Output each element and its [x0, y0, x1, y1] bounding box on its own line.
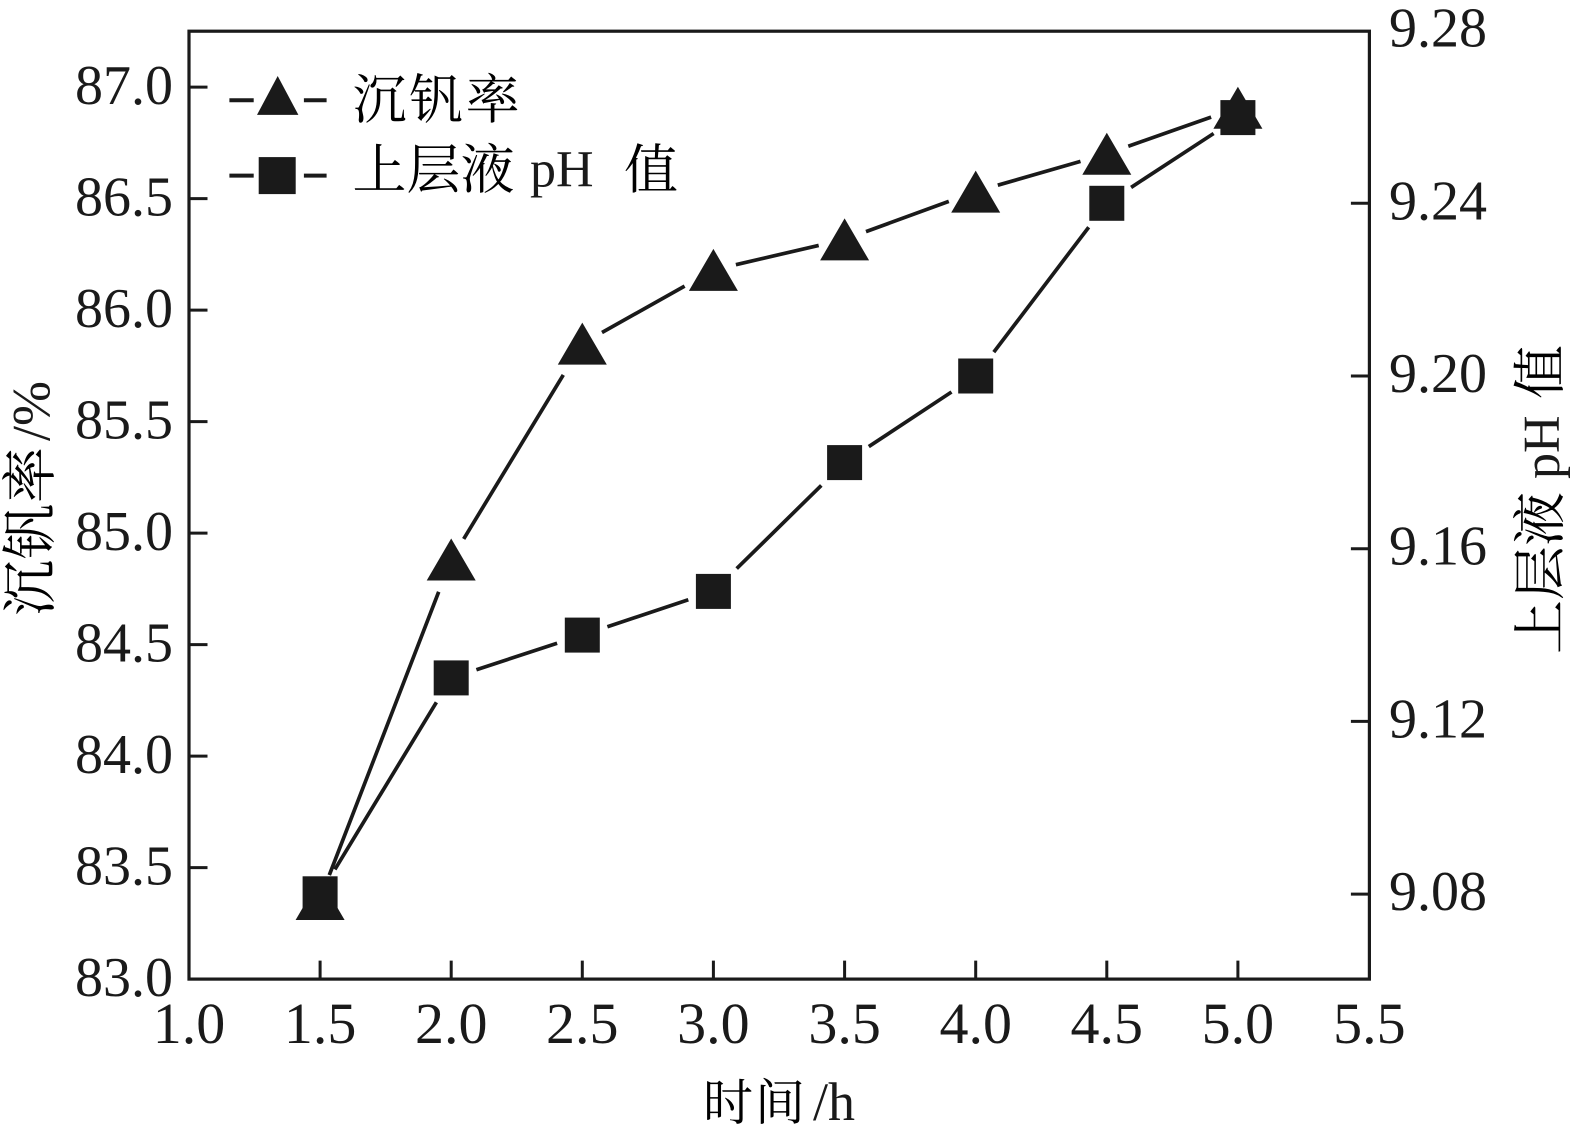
svg-text:9.12: 9.12: [1389, 688, 1487, 750]
svg-text:83.5: 83.5: [75, 836, 173, 898]
svg-text:9.20: 9.20: [1389, 343, 1487, 405]
svg-text:3.5: 3.5: [808, 991, 881, 1056]
svg-text:9.08: 9.08: [1389, 861, 1487, 923]
svg-text:pH: pH: [1514, 415, 1571, 479]
svg-text:/%: /%: [2, 381, 62, 441]
svg-text:84.5: 84.5: [75, 613, 173, 675]
svg-text:4.5: 4.5: [1071, 991, 1144, 1056]
svg-text:84.0: 84.0: [75, 724, 173, 786]
svg-text:87.0: 87.0: [75, 55, 173, 117]
svg-text:86.5: 86.5: [75, 167, 173, 229]
svg-text:9.24: 9.24: [1389, 170, 1487, 232]
svg-text:9.16: 9.16: [1389, 516, 1487, 578]
svg-text:1.0: 1.0: [153, 991, 226, 1056]
svg-text:4.0: 4.0: [939, 991, 1012, 1056]
svg-text:1.5: 1.5: [284, 991, 357, 1056]
svg-text:pH: pH: [530, 142, 594, 199]
svg-text:/h: /h: [813, 1072, 855, 1132]
svg-text:2.5: 2.5: [546, 991, 619, 1056]
svg-text:85.0: 85.0: [75, 501, 173, 563]
svg-text:86.0: 86.0: [75, 278, 173, 340]
svg-text:5.5: 5.5: [1333, 991, 1406, 1056]
svg-text:2.0: 2.0: [415, 991, 488, 1056]
svg-text:83.0: 83.0: [75, 947, 173, 1009]
svg-text:5.0: 5.0: [1202, 991, 1275, 1056]
svg-text:85.5: 85.5: [75, 390, 173, 452]
svg-text:3.0: 3.0: [677, 991, 750, 1056]
svg-text:9.28: 9.28: [1389, 0, 1487, 60]
